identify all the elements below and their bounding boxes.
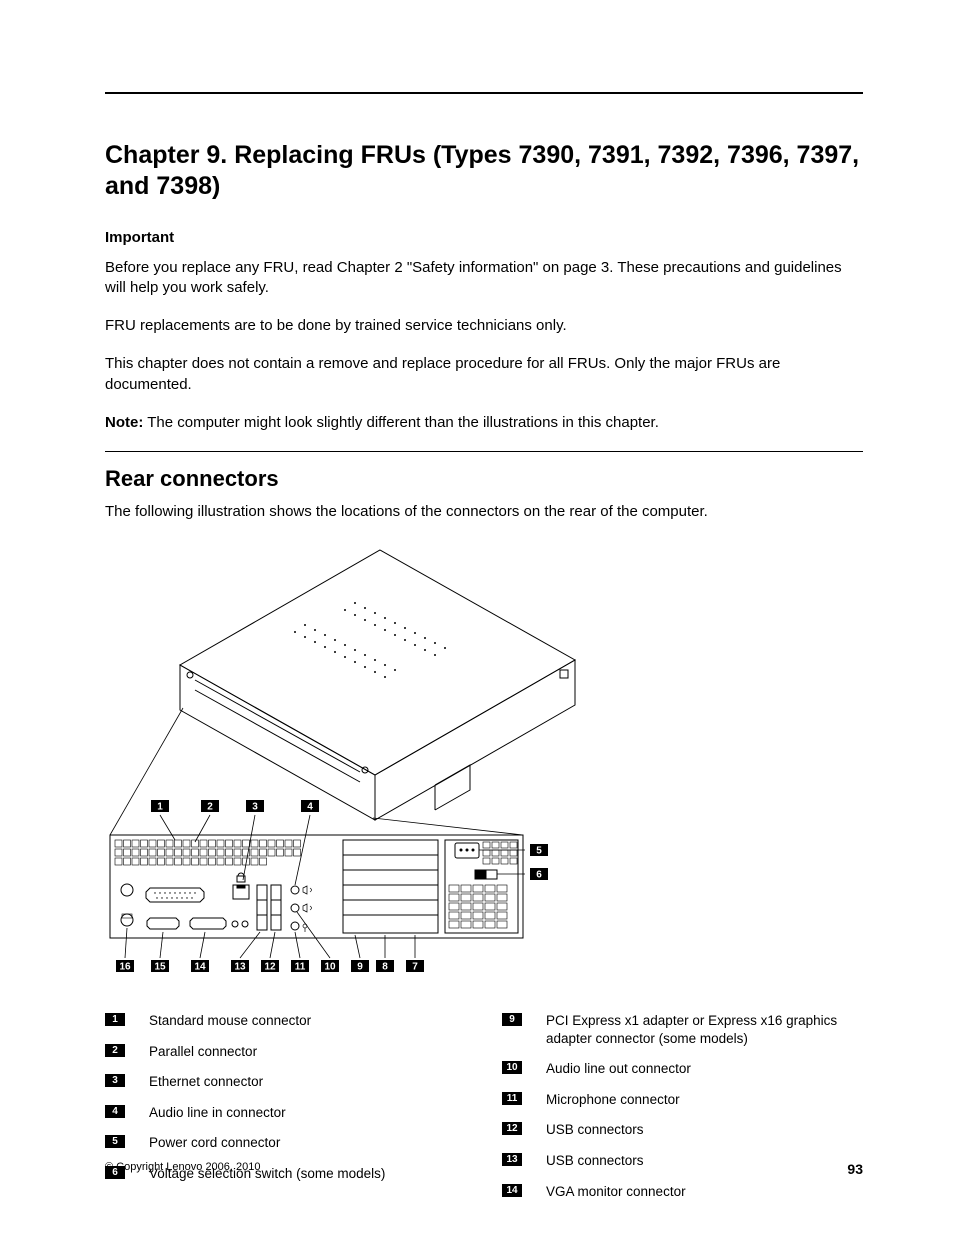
svg-text:12: 12	[264, 962, 276, 973]
legend-row: 5 Power cord connector	[105, 1134, 466, 1152]
legend-text: VGA monitor connector	[546, 1183, 863, 1201]
legend-text: USB connectors	[546, 1121, 863, 1139]
callout-number-box: 9	[502, 1013, 522, 1026]
svg-text:9: 9	[357, 962, 363, 973]
svg-text:11: 11	[295, 962, 306, 973]
body-note: Note: The computer might look slightly d…	[105, 413, 863, 433]
svg-text:8: 8	[382, 962, 388, 973]
svg-text:5: 5	[536, 846, 542, 857]
callout-number-box: 10	[502, 1061, 522, 1074]
top-rule	[105, 92, 863, 94]
callout-number-box: 2	[105, 1044, 125, 1057]
legend-row: 9 PCI Express x1 adapter or Express x16 g…	[502, 1012, 863, 1047]
rear-connector-diagram: 12345616151413121110987	[105, 540, 863, 990]
legend-text: Ethernet connector	[149, 1073, 466, 1091]
callout-number-box: 4	[105, 1105, 125, 1118]
svg-text:2: 2	[207, 802, 213, 813]
svg-text:16: 16	[119, 962, 131, 973]
section-intro: The following illustration shows the loc…	[105, 502, 863, 522]
page-footer: © Copyright Lenovo 2006, 2010 93	[105, 1161, 863, 1177]
svg-text:6: 6	[536, 870, 542, 881]
callout-number-box: 14	[502, 1184, 522, 1197]
important-label: Important	[105, 229, 863, 246]
legend-text: Microphone connector	[546, 1091, 863, 1109]
legend-row: 3 Ethernet connector	[105, 1073, 466, 1091]
callout-number-box: 3	[105, 1074, 125, 1087]
legend-row: 2 Parallel connector	[105, 1043, 466, 1061]
note-text: The computer might look slightly differe…	[143, 414, 659, 431]
section-rule	[105, 451, 863, 452]
legend-text: Parallel connector	[149, 1043, 466, 1061]
body-paragraph-2: FRU replacements are to be done by train…	[105, 316, 863, 336]
legend-row: 1 Standard mouse connector	[105, 1012, 466, 1030]
svg-text:15: 15	[154, 962, 166, 973]
svg-text:7: 7	[412, 962, 418, 973]
callout-number-box: 1	[105, 1013, 125, 1026]
svg-text:1: 1	[157, 802, 163, 813]
legend-text: Power cord connector	[149, 1134, 466, 1152]
callout-number-box: 5	[105, 1135, 125, 1148]
callout-number-box: 11	[502, 1092, 522, 1105]
svg-text:13: 13	[234, 962, 246, 973]
legend-text: Audio line out connector	[546, 1060, 863, 1078]
legend-column-left: 1 Standard mouse connector 2 Parallel conne…	[105, 1012, 466, 1213]
legend-column-right: 9 PCI Express x1 adapter or Express x16 g…	[502, 1012, 863, 1213]
callout-number-box: 12	[502, 1122, 522, 1135]
copyright-text: © Copyright Lenovo 2006, 2010	[105, 1161, 261, 1177]
page-content: Chapter 9. Replacing FRUs (Types 7390, 7…	[105, 92, 863, 1213]
body-paragraph-1: Before you replace any FRU, read Chapter…	[105, 258, 863, 299]
chapter-title: Chapter 9. Replacing FRUs (Types 7390, 7…	[105, 140, 863, 203]
legend-row: 12 USB connectors	[502, 1121, 863, 1139]
page-number: 93	[847, 1161, 863, 1177]
body-paragraph-3: This chapter does not contain a remove a…	[105, 354, 863, 395]
legend-text: Standard mouse connector	[149, 1012, 466, 1030]
legend-row: 14 VGA monitor connector	[502, 1183, 863, 1201]
legend-text: PCI Express x1 adapter or Express x16 gr…	[546, 1012, 863, 1047]
legend-row: 10 Audio line out connector	[502, 1060, 863, 1078]
legend-row: 4 Audio line in connector	[105, 1104, 466, 1122]
svg-text:4: 4	[307, 802, 313, 813]
svg-text:10: 10	[324, 962, 336, 973]
svg-text:3: 3	[252, 802, 258, 813]
note-label: Note:	[105, 414, 143, 431]
legend-row: 11 Microphone connector	[502, 1091, 863, 1109]
svg-text:14: 14	[194, 962, 206, 973]
legend-text: Audio line in connector	[149, 1104, 466, 1122]
section-title: Rear connectors	[105, 466, 863, 492]
legend-table: 1 Standard mouse connector 2 Parallel conne…	[105, 1012, 863, 1213]
